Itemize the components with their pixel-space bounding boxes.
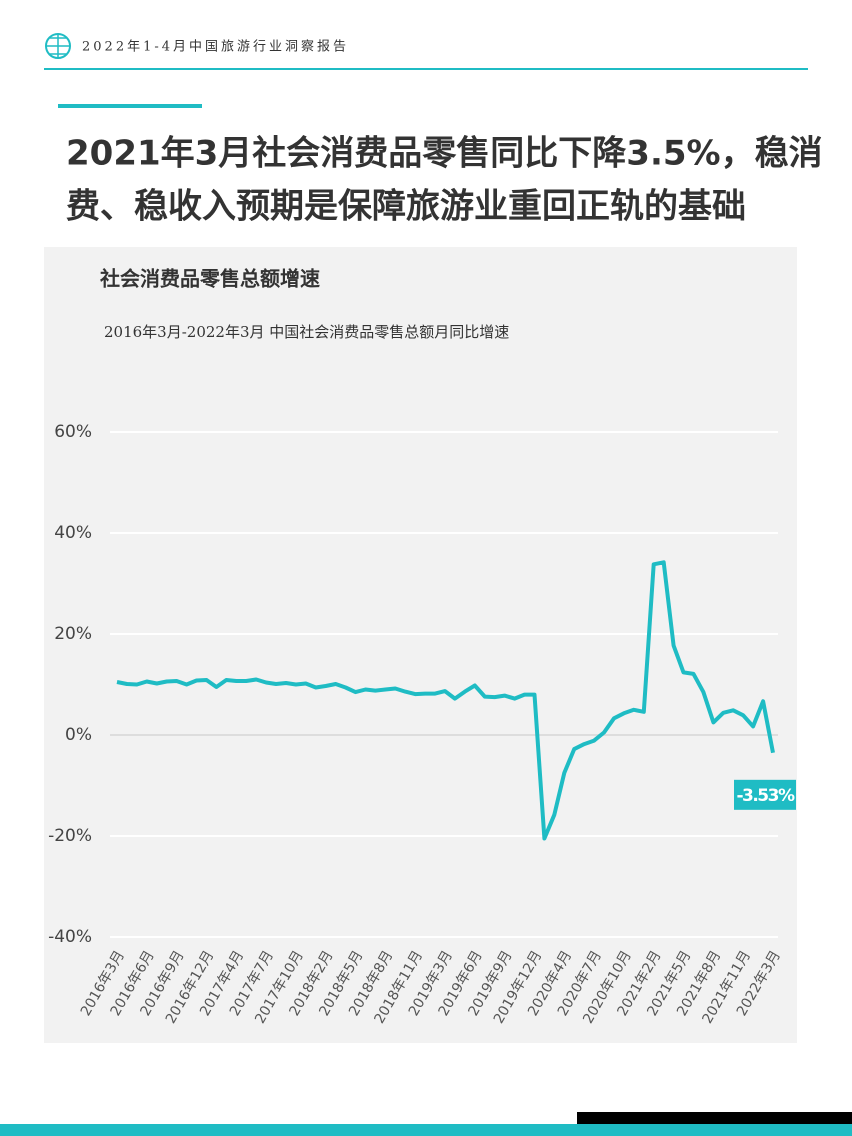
header-title: 2022年1-4月中国旅游行业洞察报告 — [82, 40, 349, 55]
footer-bar — [577, 1112, 852, 1124]
y-tick-label: 20% — [54, 624, 92, 644]
footer-bar — [0, 1124, 852, 1136]
y-tick-label: 40% — [54, 523, 92, 543]
logo-lines — [46, 34, 70, 58]
headline: 2021年3月社会消费品零售同比下降3.5%，稳消 — [66, 134, 823, 174]
chart-panel — [44, 247, 797, 1043]
y-tick-label: 0% — [65, 725, 92, 745]
line — [116, 560, 775, 841]
value-label: -3.53% — [736, 786, 794, 806]
headline-accent — [58, 104, 202, 108]
header-rule — [44, 68, 808, 70]
chart-subtitle: 2016年3月-2022年3月 中国社会消费品零售总额月同比增速 — [104, 323, 509, 341]
value-label-box — [734, 779, 796, 810]
y-tick-label: -40% — [48, 927, 92, 947]
y-tick-label: -20% — [48, 826, 92, 846]
chart-title: 社会消费品零售总额增速 — [99, 267, 320, 291]
headline: 费、稳收入预期是保障旅游业重回正轨的基础 — [66, 187, 746, 227]
y-tick-label: 60% — [54, 422, 92, 442]
